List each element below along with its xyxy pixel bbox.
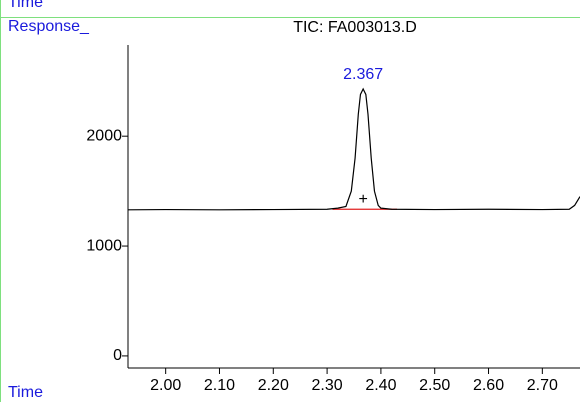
series-line [127, 87, 580, 211]
x-tick-label: 2.70 [527, 377, 558, 394]
x-tick-label: 2.50 [419, 377, 450, 394]
x-tick-label: 2.40 [365, 377, 396, 394]
peak-marker: + [358, 191, 367, 208]
chart-title: TIC: FA003013.D [293, 19, 417, 36]
y-tick-label: 2000 [86, 127, 122, 144]
x-tick-label: 2.20 [258, 377, 289, 394]
y-tick-label: 1000 [86, 237, 122, 254]
y-axis-label: Response_ [8, 18, 90, 35]
x-tick-label: 2.10 [204, 377, 235, 394]
x-tick-label: 2.30 [312, 377, 343, 394]
peak-label: 2.367 [343, 66, 383, 83]
x-axis-label: Time [8, 384, 43, 401]
y-tick-label: 0 [113, 347, 122, 364]
x-tick-label: 2.60 [473, 377, 504, 394]
x-tick-label: 2.00 [150, 377, 181, 394]
top-label: Time [8, 0, 43, 11]
